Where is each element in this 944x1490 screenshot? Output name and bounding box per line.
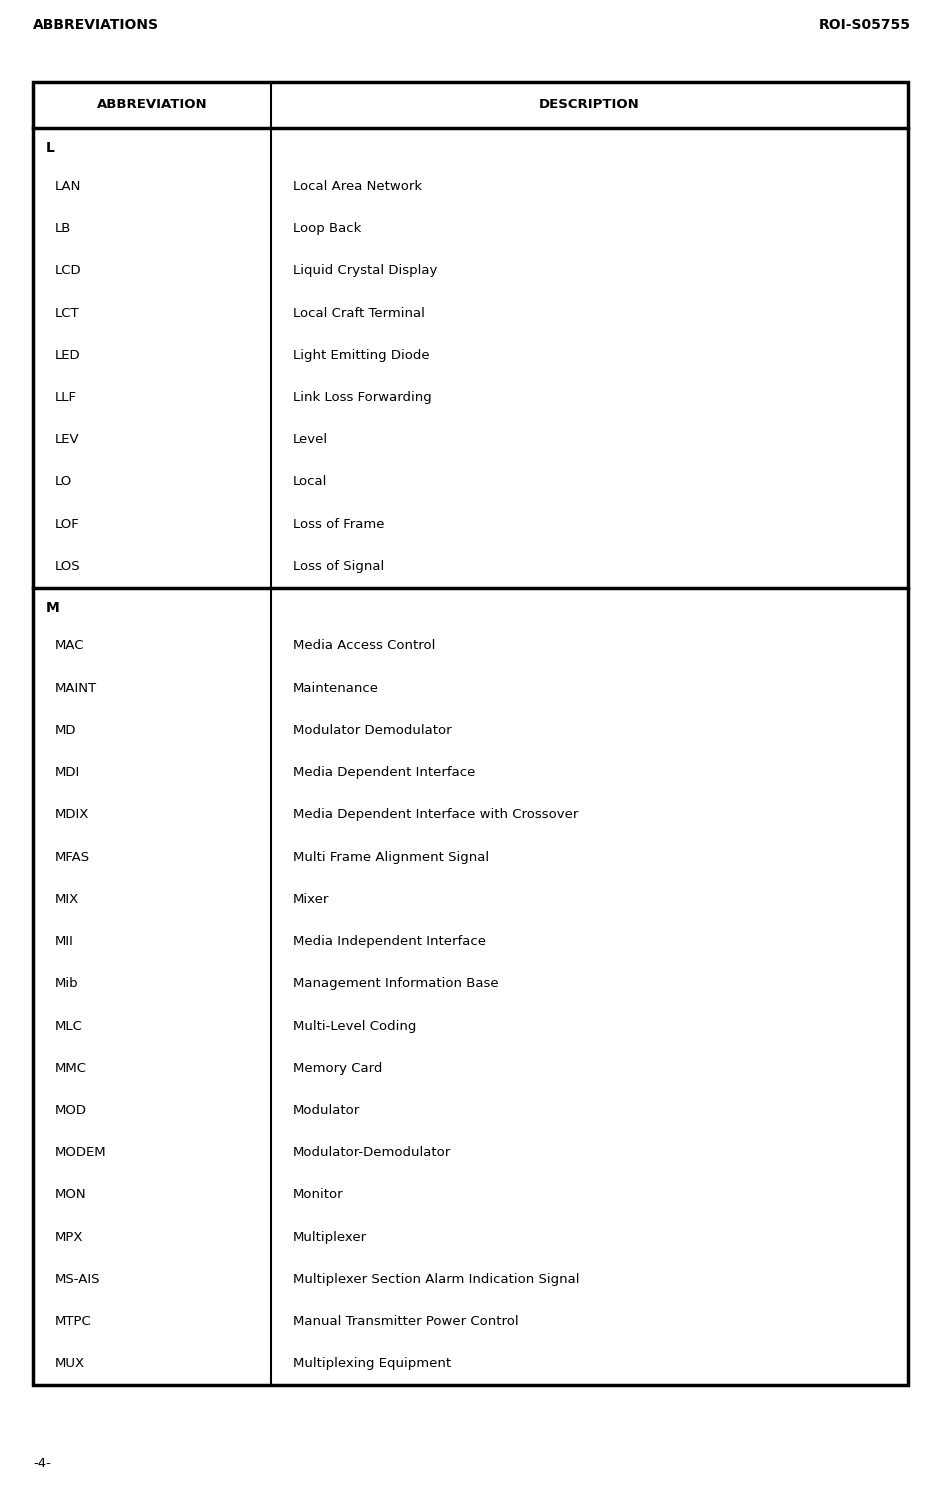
Text: Modulator-Demodulator: Modulator-Demodulator [293,1146,451,1159]
Text: LEV: LEV [55,434,79,447]
Text: Local: Local [293,475,328,489]
Text: MPX: MPX [55,1231,83,1244]
Text: MD: MD [55,724,76,738]
Text: MAC: MAC [55,639,85,653]
Text: Multiplexing Equipment: Multiplexing Equipment [293,1357,451,1371]
Text: ROI-S05755: ROI-S05755 [819,18,911,31]
Text: Loss of Signal: Loss of Signal [293,560,384,574]
Text: DESCRIPTION: DESCRIPTION [539,98,640,112]
Text: Loss of Frame: Loss of Frame [293,517,384,530]
Text: MAINT: MAINT [55,682,97,694]
Text: Media Independent Interface: Media Independent Interface [293,936,486,948]
Text: MS-AIS: MS-AIS [55,1272,100,1286]
Text: MDIX: MDIX [55,809,90,821]
Text: MTPC: MTPC [55,1316,92,1328]
Text: L: L [46,142,55,155]
Text: Liquid Crystal Display: Liquid Crystal Display [293,264,437,277]
Text: MMC: MMC [55,1062,87,1074]
Text: MOD: MOD [55,1104,87,1118]
Text: Multi Frame Alignment Signal: Multi Frame Alignment Signal [293,851,489,864]
Text: LB: LB [55,222,72,235]
Text: LED: LED [55,349,80,362]
Text: MFAS: MFAS [55,851,90,864]
Text: MDI: MDI [55,766,80,779]
Text: Mixer: Mixer [293,893,329,906]
Text: MON: MON [55,1189,87,1201]
Text: Manual Transmitter Power Control: Manual Transmitter Power Control [293,1316,518,1328]
Text: Media Dependent Interface: Media Dependent Interface [293,766,476,779]
Text: Multiplexer Section Alarm Indication Signal: Multiplexer Section Alarm Indication Sig… [293,1272,580,1286]
Text: MUX: MUX [55,1357,85,1371]
Text: Mib: Mib [55,977,78,991]
Text: Memory Card: Memory Card [293,1062,382,1074]
Text: Multiplexer: Multiplexer [293,1231,367,1244]
Text: MLC: MLC [55,1019,83,1033]
Text: -4-: -4- [33,1457,51,1471]
Text: LO: LO [55,475,73,489]
Text: Loop Back: Loop Back [293,222,362,235]
Text: LCD: LCD [55,264,81,277]
Text: Link Loss Forwarding: Link Loss Forwarding [293,390,431,404]
Text: MIX: MIX [55,893,79,906]
Text: MII: MII [55,936,74,948]
Text: Local Area Network: Local Area Network [293,180,422,192]
Text: Light Emitting Diode: Light Emitting Diode [293,349,430,362]
Text: MODEM: MODEM [55,1146,107,1159]
Text: Maintenance: Maintenance [293,682,379,694]
Text: LAN: LAN [55,180,81,192]
Text: Management Information Base: Management Information Base [293,977,498,991]
Text: Media Access Control: Media Access Control [293,639,435,653]
Text: ABBREVIATION: ABBREVIATION [96,98,208,112]
Bar [33,82,908,1386]
Text: Multi-Level Coding: Multi-Level Coding [293,1019,416,1033]
Text: Monitor: Monitor [293,1189,344,1201]
Text: LCT: LCT [55,307,79,319]
Text: LOF: LOF [55,517,79,530]
Text: Level: Level [293,434,329,447]
Text: LOS: LOS [55,560,80,574]
Text: Modulator: Modulator [293,1104,361,1118]
Text: Local Craft Terminal: Local Craft Terminal [293,307,425,319]
Text: Media Dependent Interface with Crossover: Media Dependent Interface with Crossover [293,809,579,821]
Text: M: M [46,600,59,615]
Text: LLF: LLF [55,390,77,404]
Text: Modulator Demodulator: Modulator Demodulator [293,724,451,738]
Text: ABBREVIATIONS: ABBREVIATIONS [33,18,159,31]
